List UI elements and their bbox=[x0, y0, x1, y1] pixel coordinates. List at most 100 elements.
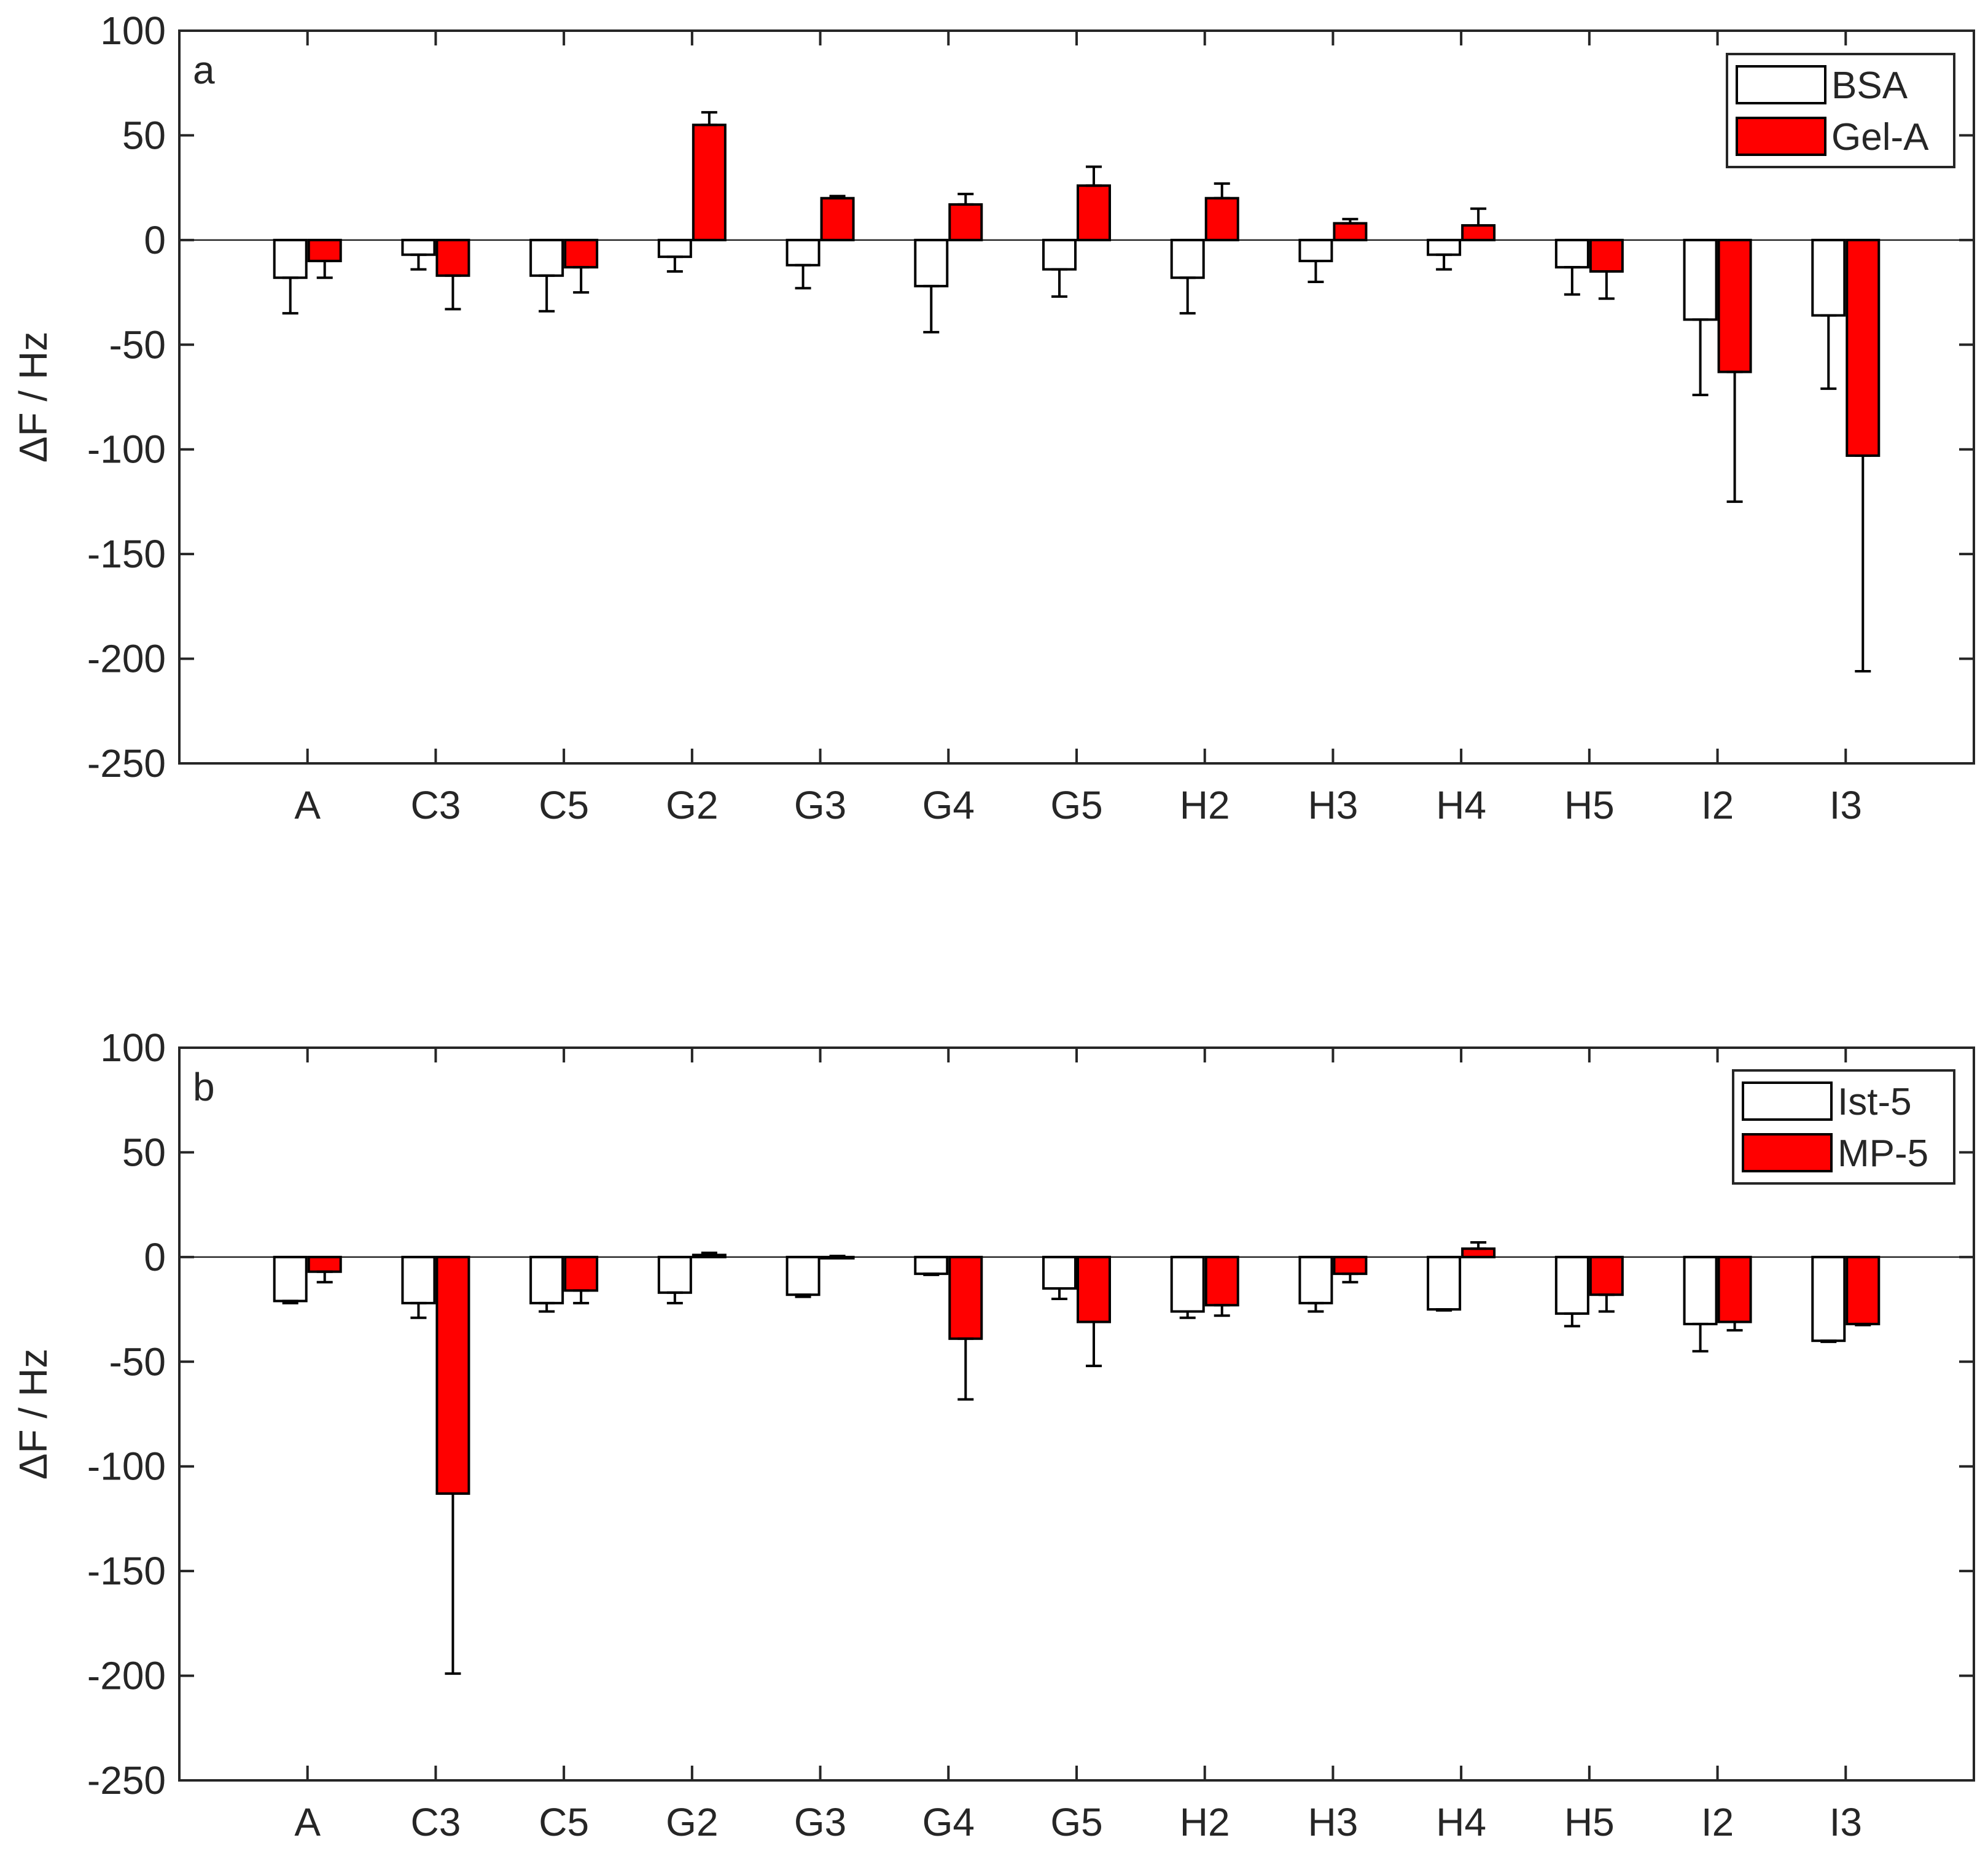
bar-mp-5-c3 bbox=[435, 1255, 470, 1495]
bar-gel-a-h2 bbox=[1204, 197, 1239, 241]
y-tick-label: 100 bbox=[100, 1026, 166, 1070]
x-tick-label: C3 bbox=[411, 783, 461, 827]
y-tick-label: -50 bbox=[109, 322, 166, 367]
x-tick-label: G3 bbox=[794, 783, 846, 827]
bar-gel-a-c3 bbox=[435, 238, 470, 277]
bar-mp-5-a bbox=[307, 1255, 342, 1273]
bar-ist-5-h5 bbox=[1554, 1255, 1589, 1315]
plot-area bbox=[178, 29, 1975, 765]
x-tick-label: I3 bbox=[1830, 783, 1862, 827]
bar-ist-5-h3 bbox=[1298, 1255, 1333, 1304]
panel-label: a bbox=[193, 48, 215, 92]
x-tick-label: H2 bbox=[1180, 783, 1230, 827]
legend-swatch-gel-a bbox=[1736, 117, 1826, 156]
y-tick-label: -250 bbox=[87, 1758, 166, 1802]
bar-mp-5-h3 bbox=[1333, 1255, 1368, 1276]
bar-bsa-g2 bbox=[657, 238, 692, 259]
y-tick-label: 0 bbox=[144, 1235, 166, 1279]
bar-bsa-h2 bbox=[1170, 238, 1205, 279]
x-tick-label: C5 bbox=[539, 783, 589, 827]
x-tick-label: H2 bbox=[1180, 1800, 1230, 1844]
legend: Ist-5 MP-5 bbox=[1732, 1069, 1955, 1185]
bar-ist-5-c3 bbox=[401, 1255, 436, 1304]
bar-bsa-c5 bbox=[529, 238, 564, 277]
y-tick-label: -150 bbox=[87, 532, 166, 576]
y-tick-label: -100 bbox=[87, 427, 166, 472]
x-tick-label: A bbox=[294, 783, 321, 827]
bar-ist-5-i3 bbox=[1811, 1255, 1846, 1342]
bar-gel-a-h4 bbox=[1461, 224, 1496, 241]
x-tick-label: G4 bbox=[922, 783, 975, 827]
bar-gel-a-g5 bbox=[1077, 184, 1111, 241]
legend-swatch-mp-5 bbox=[1742, 1133, 1833, 1172]
bar-ist-5-g3 bbox=[785, 1255, 821, 1296]
bar-mp-5-h4 bbox=[1461, 1247, 1496, 1258]
x-tick-label: I2 bbox=[1701, 783, 1734, 827]
legend-label-ist-5: Ist-5 bbox=[1838, 1081, 1912, 1123]
y-tick-label: -100 bbox=[87, 1444, 166, 1489]
bar-mp-5-g4 bbox=[948, 1255, 983, 1340]
x-tick-label: I3 bbox=[1830, 1800, 1862, 1844]
bar-gel-a-i2 bbox=[1717, 238, 1752, 373]
bar-bsa-i2 bbox=[1683, 238, 1718, 321]
y-tick-label: -200 bbox=[87, 637, 166, 681]
x-tick-label: H4 bbox=[1436, 1800, 1486, 1844]
x-tick-label: H3 bbox=[1308, 1800, 1358, 1844]
legend-label-bsa: BSA bbox=[1831, 64, 1908, 107]
bar-gel-a-a bbox=[307, 238, 342, 262]
legend-label-mp-5: MP-5 bbox=[1838, 1132, 1928, 1175]
bar-bsa-a bbox=[273, 238, 308, 279]
x-tick-label: H3 bbox=[1308, 783, 1358, 827]
y-axis-title: ΔF / Hz bbox=[11, 332, 55, 462]
bar-bsa-g3 bbox=[785, 238, 821, 267]
bar-bsa-c3 bbox=[401, 238, 436, 256]
bar-gel-a-g4 bbox=[948, 203, 983, 241]
x-tick-label: G2 bbox=[666, 783, 718, 827]
legend-swatch-bsa bbox=[1736, 65, 1826, 104]
legend-label-gel-a: Gel-A bbox=[1831, 116, 1929, 158]
legend: BSA Gel-A bbox=[1726, 53, 1955, 168]
y-axis-title: ΔF / Hz bbox=[11, 1349, 55, 1479]
bar-ist-5-a bbox=[273, 1255, 308, 1303]
bar-mp-5-g5 bbox=[1077, 1255, 1111, 1323]
chart-panel-b: 100 50 0 -50 -100 -150 -200 -250 A C3 C5 G2 G3 G4 G5 H2… bbox=[11, 1026, 1975, 1844]
y-tick-label: 0 bbox=[144, 218, 166, 262]
bar-ist-5-g4 bbox=[914, 1255, 949, 1276]
bar-mp-5-h2 bbox=[1204, 1255, 1239, 1307]
bar-bsa-g5 bbox=[1042, 238, 1077, 271]
bar-gel-a-h3 bbox=[1333, 222, 1368, 241]
bar-mp-5-c5 bbox=[564, 1255, 599, 1292]
chart-panel-a: 100 50 0 -50 -100 -150 -200 -250 A C3 C5 G2 G3 G4 G5 H2… bbox=[11, 9, 1975, 827]
panel-label: b bbox=[193, 1065, 215, 1109]
x-tick-label: G5 bbox=[1050, 783, 1102, 827]
x-tick-label: H4 bbox=[1436, 783, 1486, 827]
y-tick-label: 100 bbox=[100, 9, 166, 53]
bar-ist-5-h4 bbox=[1427, 1255, 1462, 1311]
bar-ist-5-h2 bbox=[1170, 1255, 1205, 1313]
y-tick-label: -150 bbox=[87, 1549, 166, 1593]
bar-bsa-h3 bbox=[1298, 238, 1333, 262]
y-tick-label: -50 bbox=[109, 1339, 166, 1384]
x-tick-label: G2 bbox=[666, 1800, 718, 1844]
x-tick-label: H5 bbox=[1564, 1800, 1615, 1844]
bar-ist-5-i2 bbox=[1683, 1255, 1718, 1325]
x-tick-label: I2 bbox=[1701, 1800, 1734, 1844]
y-tick-label: 50 bbox=[122, 113, 166, 157]
legend-swatch-ist-5 bbox=[1742, 1081, 1833, 1121]
bar-gel-a-i3 bbox=[1846, 238, 1881, 457]
bar-mp-5-h5 bbox=[1589, 1255, 1624, 1296]
x-tick-label: H5 bbox=[1564, 783, 1615, 827]
bar-mp-5-i3 bbox=[1846, 1255, 1881, 1325]
y-tick-label: -200 bbox=[87, 1654, 166, 1698]
bar-gel-a-c5 bbox=[564, 238, 599, 269]
bar-ist-5-g2 bbox=[657, 1255, 692, 1294]
bar-gel-a-g2 bbox=[692, 123, 727, 241]
bar-bsa-i3 bbox=[1811, 238, 1846, 317]
x-tick-label: C5 bbox=[539, 1800, 589, 1844]
bar-bsa-h5 bbox=[1554, 238, 1589, 269]
x-tick-label: A bbox=[294, 1800, 321, 1844]
y-tick-label: 50 bbox=[122, 1130, 166, 1174]
x-tick-label: G4 bbox=[922, 1800, 975, 1844]
x-tick-label: C3 bbox=[411, 1800, 461, 1844]
